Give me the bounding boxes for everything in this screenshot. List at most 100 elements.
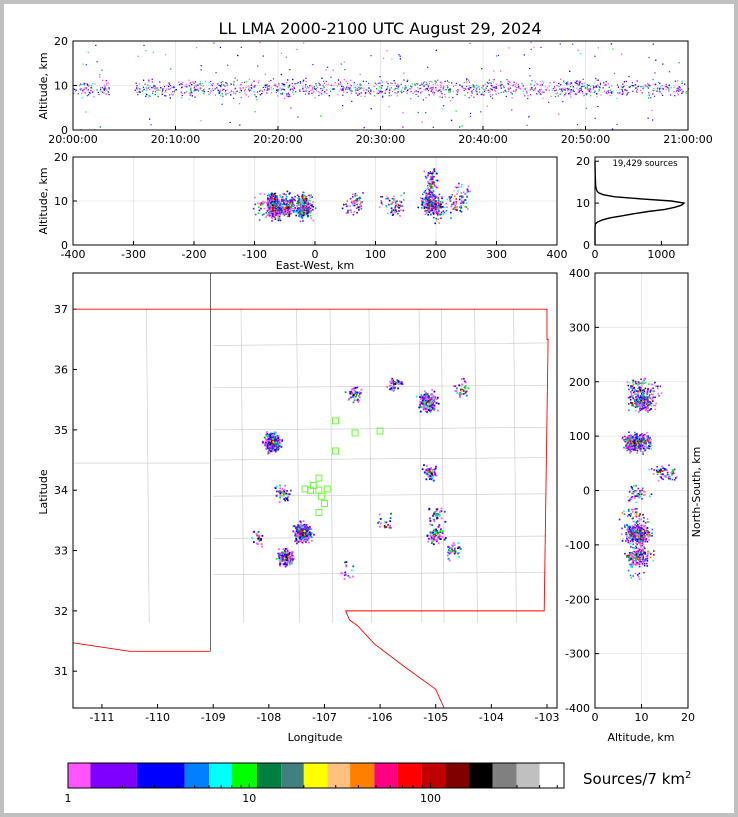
source-point — [196, 89, 198, 91]
source-point — [585, 92, 587, 95]
source-point — [265, 440, 268, 443]
source-point — [391, 211, 394, 214]
source-point — [657, 87, 659, 89]
source-point — [272, 436, 275, 438]
source-point — [662, 88, 664, 90]
source-point — [575, 80, 578, 82]
source-point — [487, 89, 489, 91]
source-point — [261, 214, 264, 216]
source-point — [625, 89, 627, 91]
source-point — [356, 211, 358, 214]
source-point — [96, 61, 98, 63]
source-point — [449, 89, 451, 91]
source-point — [292, 198, 295, 201]
source-point — [267, 436, 270, 439]
source-point — [181, 97, 183, 99]
source-point — [271, 193, 274, 196]
source-point — [393, 80, 395, 82]
source-point — [586, 87, 588, 89]
source-point — [436, 186, 439, 189]
source-point — [298, 196, 300, 199]
source-point — [414, 83, 416, 85]
county-border — [474, 309, 478, 623]
source-point — [359, 87, 361, 89]
source-point — [566, 87, 569, 90]
y-tick-label: 32 — [54, 605, 68, 618]
source-point — [373, 90, 375, 93]
source-point — [252, 86, 255, 88]
source-point — [509, 87, 512, 89]
source-point — [588, 84, 590, 87]
source-point — [291, 203, 294, 205]
source-point — [497, 54, 500, 57]
source-point — [193, 87, 195, 89]
source-point — [276, 89, 278, 91]
source-point — [658, 81, 660, 83]
source-point — [441, 108, 443, 110]
source-point — [470, 94, 473, 97]
source-point — [579, 87, 581, 89]
source-point — [295, 91, 297, 93]
source-point — [295, 539, 298, 542]
source-point — [664, 86, 666, 88]
source-point — [269, 197, 272, 200]
source-point — [385, 88, 388, 91]
source-point — [430, 200, 433, 203]
source-point — [429, 401, 432, 404]
source-point — [561, 88, 563, 90]
plan-view-panel: -111 -110 -109 -108 -107 -106 -105 -104 -1033132… — [54, 272, 559, 724]
source-point — [290, 552, 292, 555]
source-point — [399, 209, 402, 211]
source-point — [481, 93, 483, 95]
source-point — [396, 92, 398, 94]
source-point — [407, 88, 409, 91]
source-point — [424, 407, 427, 410]
source-point — [470, 87, 472, 89]
source-point — [233, 84, 235, 86]
source-point — [318, 94, 320, 97]
source-point — [397, 212, 399, 215]
source-point — [298, 526, 301, 529]
source-point — [461, 86, 463, 88]
source-point — [472, 84, 474, 86]
x-tick-label: 20:00:00 — [48, 133, 97, 146]
source-point — [302, 196, 304, 199]
source-point — [149, 89, 151, 91]
source-point — [298, 533, 301, 536]
source-point — [272, 203, 275, 205]
source-point — [444, 80, 446, 82]
source-point — [435, 171, 438, 174]
source-point — [281, 490, 284, 493]
source-point — [560, 89, 563, 91]
source-point — [270, 450, 273, 453]
source-point — [266, 446, 268, 449]
source-point — [281, 82, 283, 85]
source-point — [422, 99, 425, 101]
source-point — [239, 87, 241, 89]
source-point — [567, 81, 569, 83]
x-tick-label: 200 — [426, 248, 447, 261]
source-point — [169, 97, 171, 99]
source-point — [316, 86, 319, 89]
source-point — [422, 82, 425, 84]
source-point — [299, 215, 301, 218]
source-point — [191, 95, 193, 97]
source-point — [475, 90, 477, 92]
source-point — [295, 211, 298, 213]
source-point — [468, 81, 471, 83]
source-point — [259, 204, 262, 206]
source-point — [162, 89, 164, 91]
source-point — [427, 203, 430, 205]
source-point — [301, 194, 304, 196]
source-point — [150, 124, 152, 126]
source-point — [340, 83, 342, 85]
source-point — [492, 86, 494, 88]
source-point — [272, 88, 274, 90]
source-point — [417, 206, 420, 209]
source-point — [292, 209, 294, 212]
source-point — [292, 88, 294, 90]
source-point — [603, 82, 605, 84]
source-point — [270, 432, 272, 435]
source-point — [305, 530, 308, 532]
source-point — [277, 214, 279, 216]
